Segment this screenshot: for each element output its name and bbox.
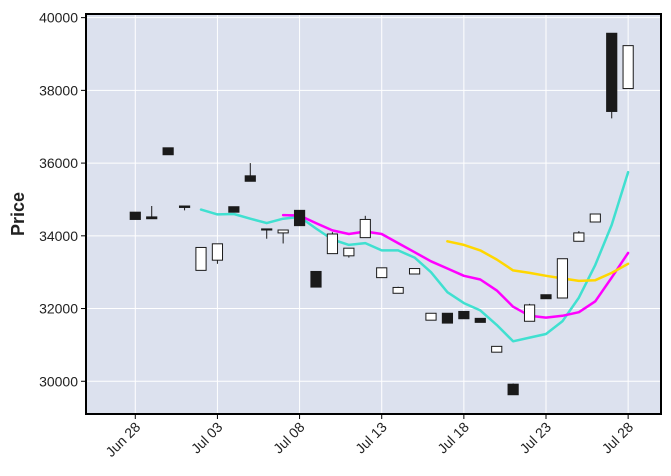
y-axis-ticks: 30000 32000 34000 36000 38000 40000 — [39, 10, 86, 389]
candle — [606, 32, 618, 119]
x-tick-label: Jul 28 — [599, 419, 637, 457]
plot-area — [86, 14, 661, 414]
candle-body-up — [392, 286, 404, 294]
candle-body-up — [491, 345, 503, 353]
x-tick-label: Jul 18 — [434, 419, 472, 457]
candle — [162, 147, 174, 156]
candle-body-down — [261, 228, 273, 231]
candle — [589, 213, 601, 223]
candle-body-down — [129, 211, 141, 220]
candle — [441, 312, 454, 324]
candle-body-up — [589, 213, 601, 223]
candle — [573, 231, 585, 242]
candle — [556, 258, 569, 299]
candle — [622, 45, 634, 90]
candle — [228, 206, 240, 213]
candle — [376, 267, 388, 279]
candle — [211, 243, 224, 264]
candle-body-up — [573, 232, 585, 242]
candles — [129, 32, 634, 396]
candle — [129, 211, 141, 220]
plot-frame — [85, 13, 662, 415]
x-tick-label: Jun 28 — [102, 419, 143, 460]
candle-body-down — [244, 175, 256, 182]
candle-body-down — [310, 270, 322, 288]
candle — [523, 303, 536, 322]
y-tick-label: 40000 — [39, 10, 78, 26]
candle-body-up — [359, 218, 371, 239]
candle-body-up — [277, 229, 289, 234]
candle — [491, 345, 503, 353]
y-tick-label: 32000 — [39, 301, 78, 317]
candle-body-down — [474, 317, 486, 323]
moving-average-line — [281, 213, 630, 319]
moving-average-line — [199, 170, 630, 343]
candle-body-down — [178, 205, 191, 208]
candle-body-up — [195, 246, 207, 271]
candle — [244, 163, 256, 182]
candle-body-down — [540, 294, 552, 300]
candle-body-down — [146, 216, 158, 220]
y-axis-title: Price — [8, 192, 28, 236]
candle-body-up — [343, 247, 355, 257]
candle — [458, 310, 470, 320]
candle — [293, 209, 306, 227]
moving-average-lines — [199, 170, 630, 343]
candle-body-up — [211, 243, 224, 261]
candle — [310, 270, 322, 288]
y-tick-label: 36000 — [39, 155, 78, 171]
candle-body-up — [523, 304, 536, 322]
candle — [474, 317, 486, 323]
candle — [507, 383, 519, 396]
candle-body-up — [622, 45, 634, 90]
candle — [277, 229, 289, 244]
candle-body-up — [326, 233, 339, 255]
y-tick-label: 34000 — [39, 228, 78, 244]
candle-body-down — [507, 383, 519, 396]
candle-body-up — [556, 258, 569, 299]
y-tick-label: 38000 — [39, 82, 78, 98]
x-tick-label: Jul 23 — [516, 419, 554, 457]
candle — [178, 205, 191, 211]
candle-body-down — [458, 310, 470, 320]
candle — [261, 228, 273, 239]
candle — [195, 246, 207, 271]
x-tick-label: Jul 13 — [352, 419, 390, 457]
candle — [408, 268, 421, 275]
x-axis-ticks: Jun 28 Jul 03 Jul 08 Jul 13 Jul 18 Jul 23 Jul … — [102, 414, 636, 460]
candle-body-up — [408, 268, 421, 275]
moving-average-line — [446, 240, 630, 283]
candle-body-down — [228, 206, 240, 213]
candle — [326, 232, 339, 255]
candle-body-down — [441, 312, 454, 324]
gridlines — [86, 14, 661, 414]
x-tick-label: Jul 03 — [188, 419, 226, 457]
candle — [540, 294, 552, 300]
candle — [425, 312, 437, 321]
y-tick-label: 30000 — [39, 373, 78, 389]
candle — [359, 215, 371, 239]
candle-body-down — [606, 32, 618, 112]
candle-body-down — [293, 209, 306, 227]
candle — [343, 247, 355, 258]
candle — [392, 286, 404, 294]
candle — [146, 206, 158, 220]
x-tick-label: Jul 08 — [270, 419, 308, 457]
candle-body-up — [376, 267, 388, 279]
candle-body-down — [162, 147, 174, 156]
candle-body-up — [425, 312, 437, 321]
